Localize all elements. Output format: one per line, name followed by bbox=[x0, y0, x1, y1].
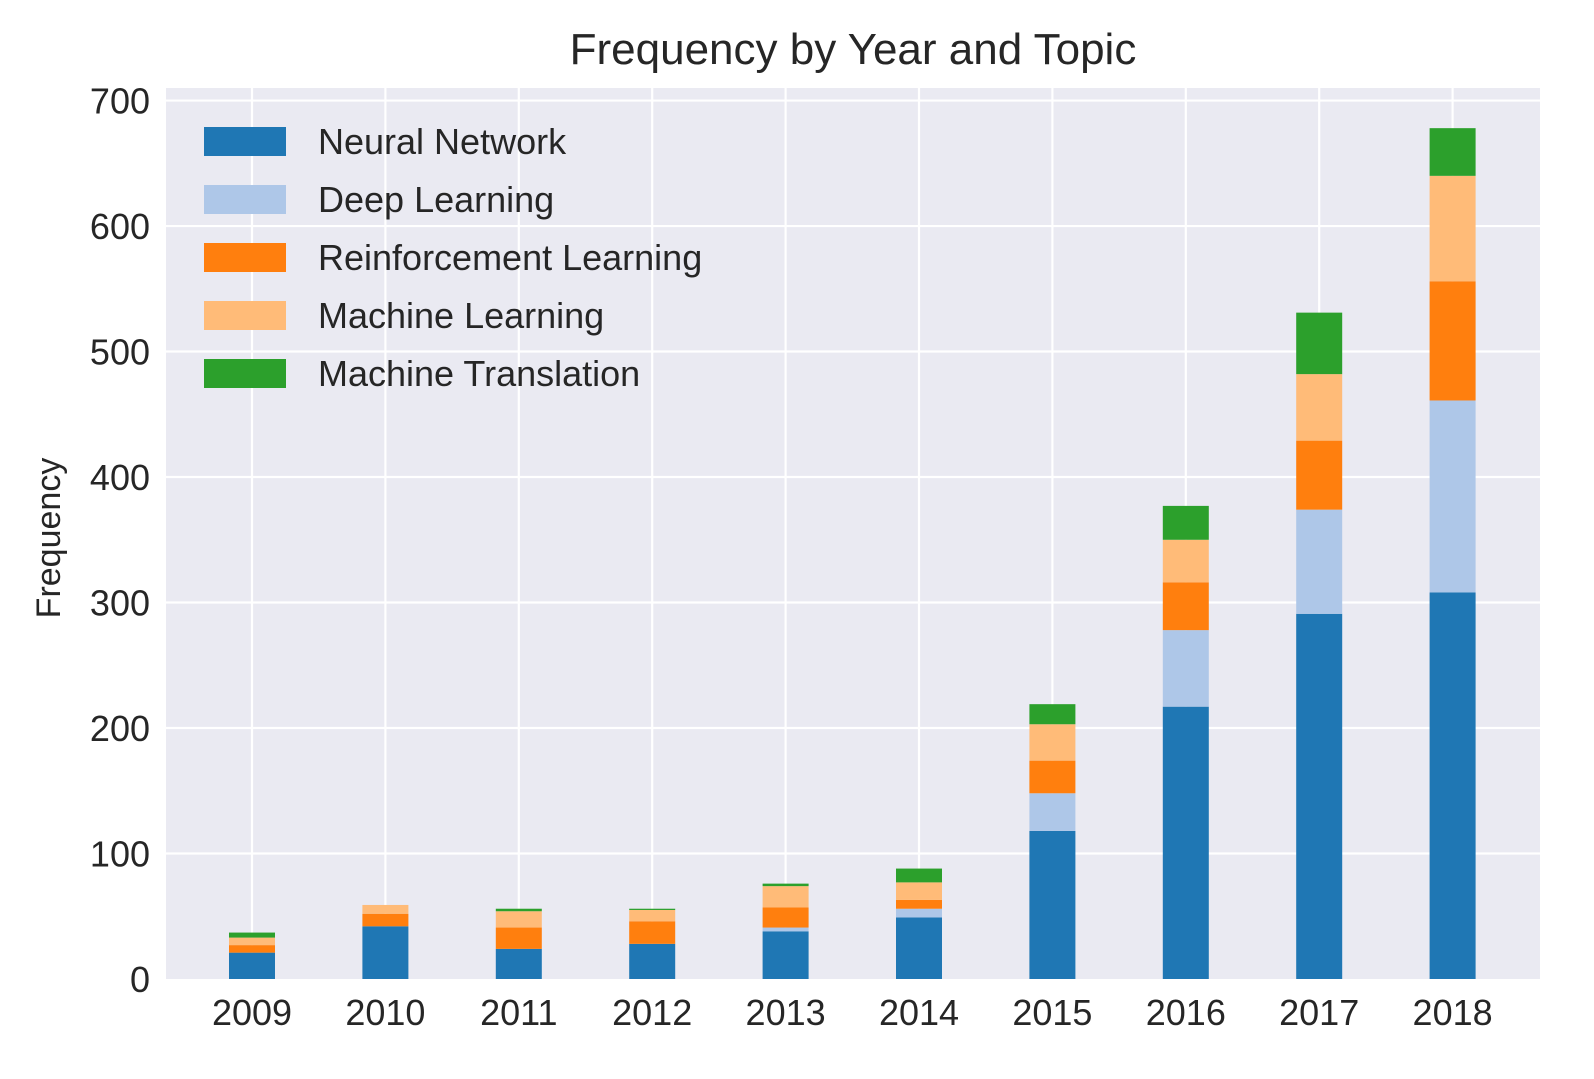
bar-2017-reinforcement-learning bbox=[1296, 440, 1343, 510]
y-tick-label: 100 bbox=[90, 834, 150, 875]
y-tick-label: 600 bbox=[90, 206, 150, 247]
bar-2014-machine-learning bbox=[896, 882, 942, 900]
legend-label: Neural Network bbox=[318, 121, 567, 162]
legend-item: Neural Network bbox=[204, 121, 567, 162]
x-tick-label: 2018 bbox=[1413, 992, 1493, 1033]
x-tick-label: 2017 bbox=[1279, 992, 1359, 1033]
legend-swatch bbox=[204, 359, 286, 388]
x-tick-label: 2011 bbox=[480, 992, 557, 1033]
legend-swatch bbox=[204, 127, 286, 156]
bar-2013-neural-network bbox=[762, 931, 809, 979]
x-tick-labels: 2009 2010 2011 2012 2013 2014 2015 2016 2017 2018 bbox=[212, 992, 1493, 1033]
x-tick-label: 2009 bbox=[212, 992, 292, 1033]
bar-2012-machine-translation bbox=[629, 908, 676, 910]
x-tick-label: 2012 bbox=[612, 992, 692, 1033]
bar-2015-neural-network bbox=[1029, 830, 1076, 979]
bar-2010-machine-learning bbox=[362, 904, 409, 914]
x-tick-label: 2010 bbox=[345, 992, 425, 1033]
legend: Neural Network Deep Learning Reinforcement… bbox=[204, 121, 702, 394]
bar-2016-machine-learning bbox=[1162, 539, 1209, 583]
legend-label: Machine Learning bbox=[318, 295, 604, 336]
bar-2018-neural-network bbox=[1429, 592, 1476, 979]
bar-2012-reinforcement-learning bbox=[629, 921, 676, 944]
bar-2011-machine-translation bbox=[495, 908, 542, 912]
bar-2012-neural-network bbox=[629, 943, 676, 979]
bar-2010-neural-network bbox=[362, 926, 409, 979]
legend-label: Machine Translation bbox=[318, 353, 640, 394]
y-tick-label: 200 bbox=[90, 708, 150, 749]
x-tick-label: 2016 bbox=[1146, 992, 1226, 1033]
bar-2018-machine-learning bbox=[1429, 175, 1476, 282]
legend-item: Machine Learning bbox=[204, 295, 604, 336]
y-tick-label: 700 bbox=[90, 81, 150, 122]
bar-2013-machine-learning bbox=[762, 886, 809, 908]
bar-2009-machine-learning bbox=[229, 937, 275, 946]
bar-2015-machine-learning bbox=[1029, 724, 1076, 761]
bar-2012-machine-learning bbox=[629, 909, 676, 922]
bar-2016-machine-translation bbox=[1162, 505, 1209, 540]
bar-2013-deep-learning bbox=[762, 927, 809, 932]
legend-swatch bbox=[204, 185, 286, 214]
bar-2018-machine-translation bbox=[1429, 128, 1476, 176]
bar-2014-deep-learning bbox=[896, 908, 942, 918]
bar-2017-machine-learning bbox=[1296, 374, 1343, 441]
legend-label: Deep Learning bbox=[318, 179, 554, 220]
bar-2009-reinforcement-learning bbox=[229, 945, 275, 953]
bar-2014-machine-translation bbox=[896, 868, 942, 883]
bar-2014-reinforcement-learning bbox=[896, 899, 942, 909]
bar-2016-deep-learning bbox=[1162, 630, 1209, 707]
bars bbox=[229, 128, 1476, 979]
legend-label: Reinforcement Learning bbox=[318, 237, 702, 278]
bar-2015-reinforcement-learning bbox=[1029, 760, 1076, 794]
bar-2009-machine-translation bbox=[229, 932, 275, 938]
bar-2013-reinforcement-learning bbox=[762, 907, 809, 928]
y-tick-labels: 0 100 200 300 400 500 600 700 bbox=[90, 81, 150, 1000]
y-tick-label: 300 bbox=[90, 583, 150, 624]
bar-2018-reinforcement-learning bbox=[1429, 281, 1476, 401]
bar-2017-deep-learning bbox=[1296, 509, 1343, 614]
y-tick-label: 400 bbox=[90, 457, 150, 498]
bar-2017-neural-network bbox=[1296, 613, 1343, 979]
bar-2010-reinforcement-learning bbox=[362, 913, 409, 927]
bar-2018-deep-learning bbox=[1429, 400, 1476, 593]
legend-swatch bbox=[204, 301, 286, 330]
bar-2011-neural-network bbox=[495, 948, 542, 979]
bar-2009-neural-network bbox=[229, 952, 275, 979]
y-tick-label: 0 bbox=[130, 959, 150, 1000]
bar-2017-machine-translation bbox=[1296, 312, 1343, 375]
legend-item: Deep Learning bbox=[204, 179, 554, 220]
x-tick-label: 2015 bbox=[1012, 992, 1092, 1033]
y-tick-label: 500 bbox=[90, 332, 150, 373]
legend-item: Reinforcement Learning bbox=[204, 237, 702, 278]
bar-2016-reinforcement-learning bbox=[1162, 582, 1209, 631]
bar-2011-reinforcement-learning bbox=[495, 927, 542, 949]
bar-2015-machine-translation bbox=[1029, 704, 1076, 725]
chart-title: Frequency by Year and Topic bbox=[569, 25, 1137, 74]
bar-2015-deep-learning bbox=[1029, 793, 1076, 831]
bar-2016-neural-network bbox=[1162, 706, 1209, 979]
bar-2014-neural-network bbox=[896, 917, 942, 979]
x-tick-label: 2013 bbox=[746, 992, 826, 1033]
legend-item: Machine Translation bbox=[204, 353, 640, 394]
bar-2011-machine-learning bbox=[495, 911, 542, 928]
y-axis-label: Frequency bbox=[30, 458, 68, 619]
x-tick-label: 2014 bbox=[879, 992, 959, 1033]
legend-swatch bbox=[204, 243, 286, 272]
bar-2013-machine-translation bbox=[762, 883, 809, 887]
